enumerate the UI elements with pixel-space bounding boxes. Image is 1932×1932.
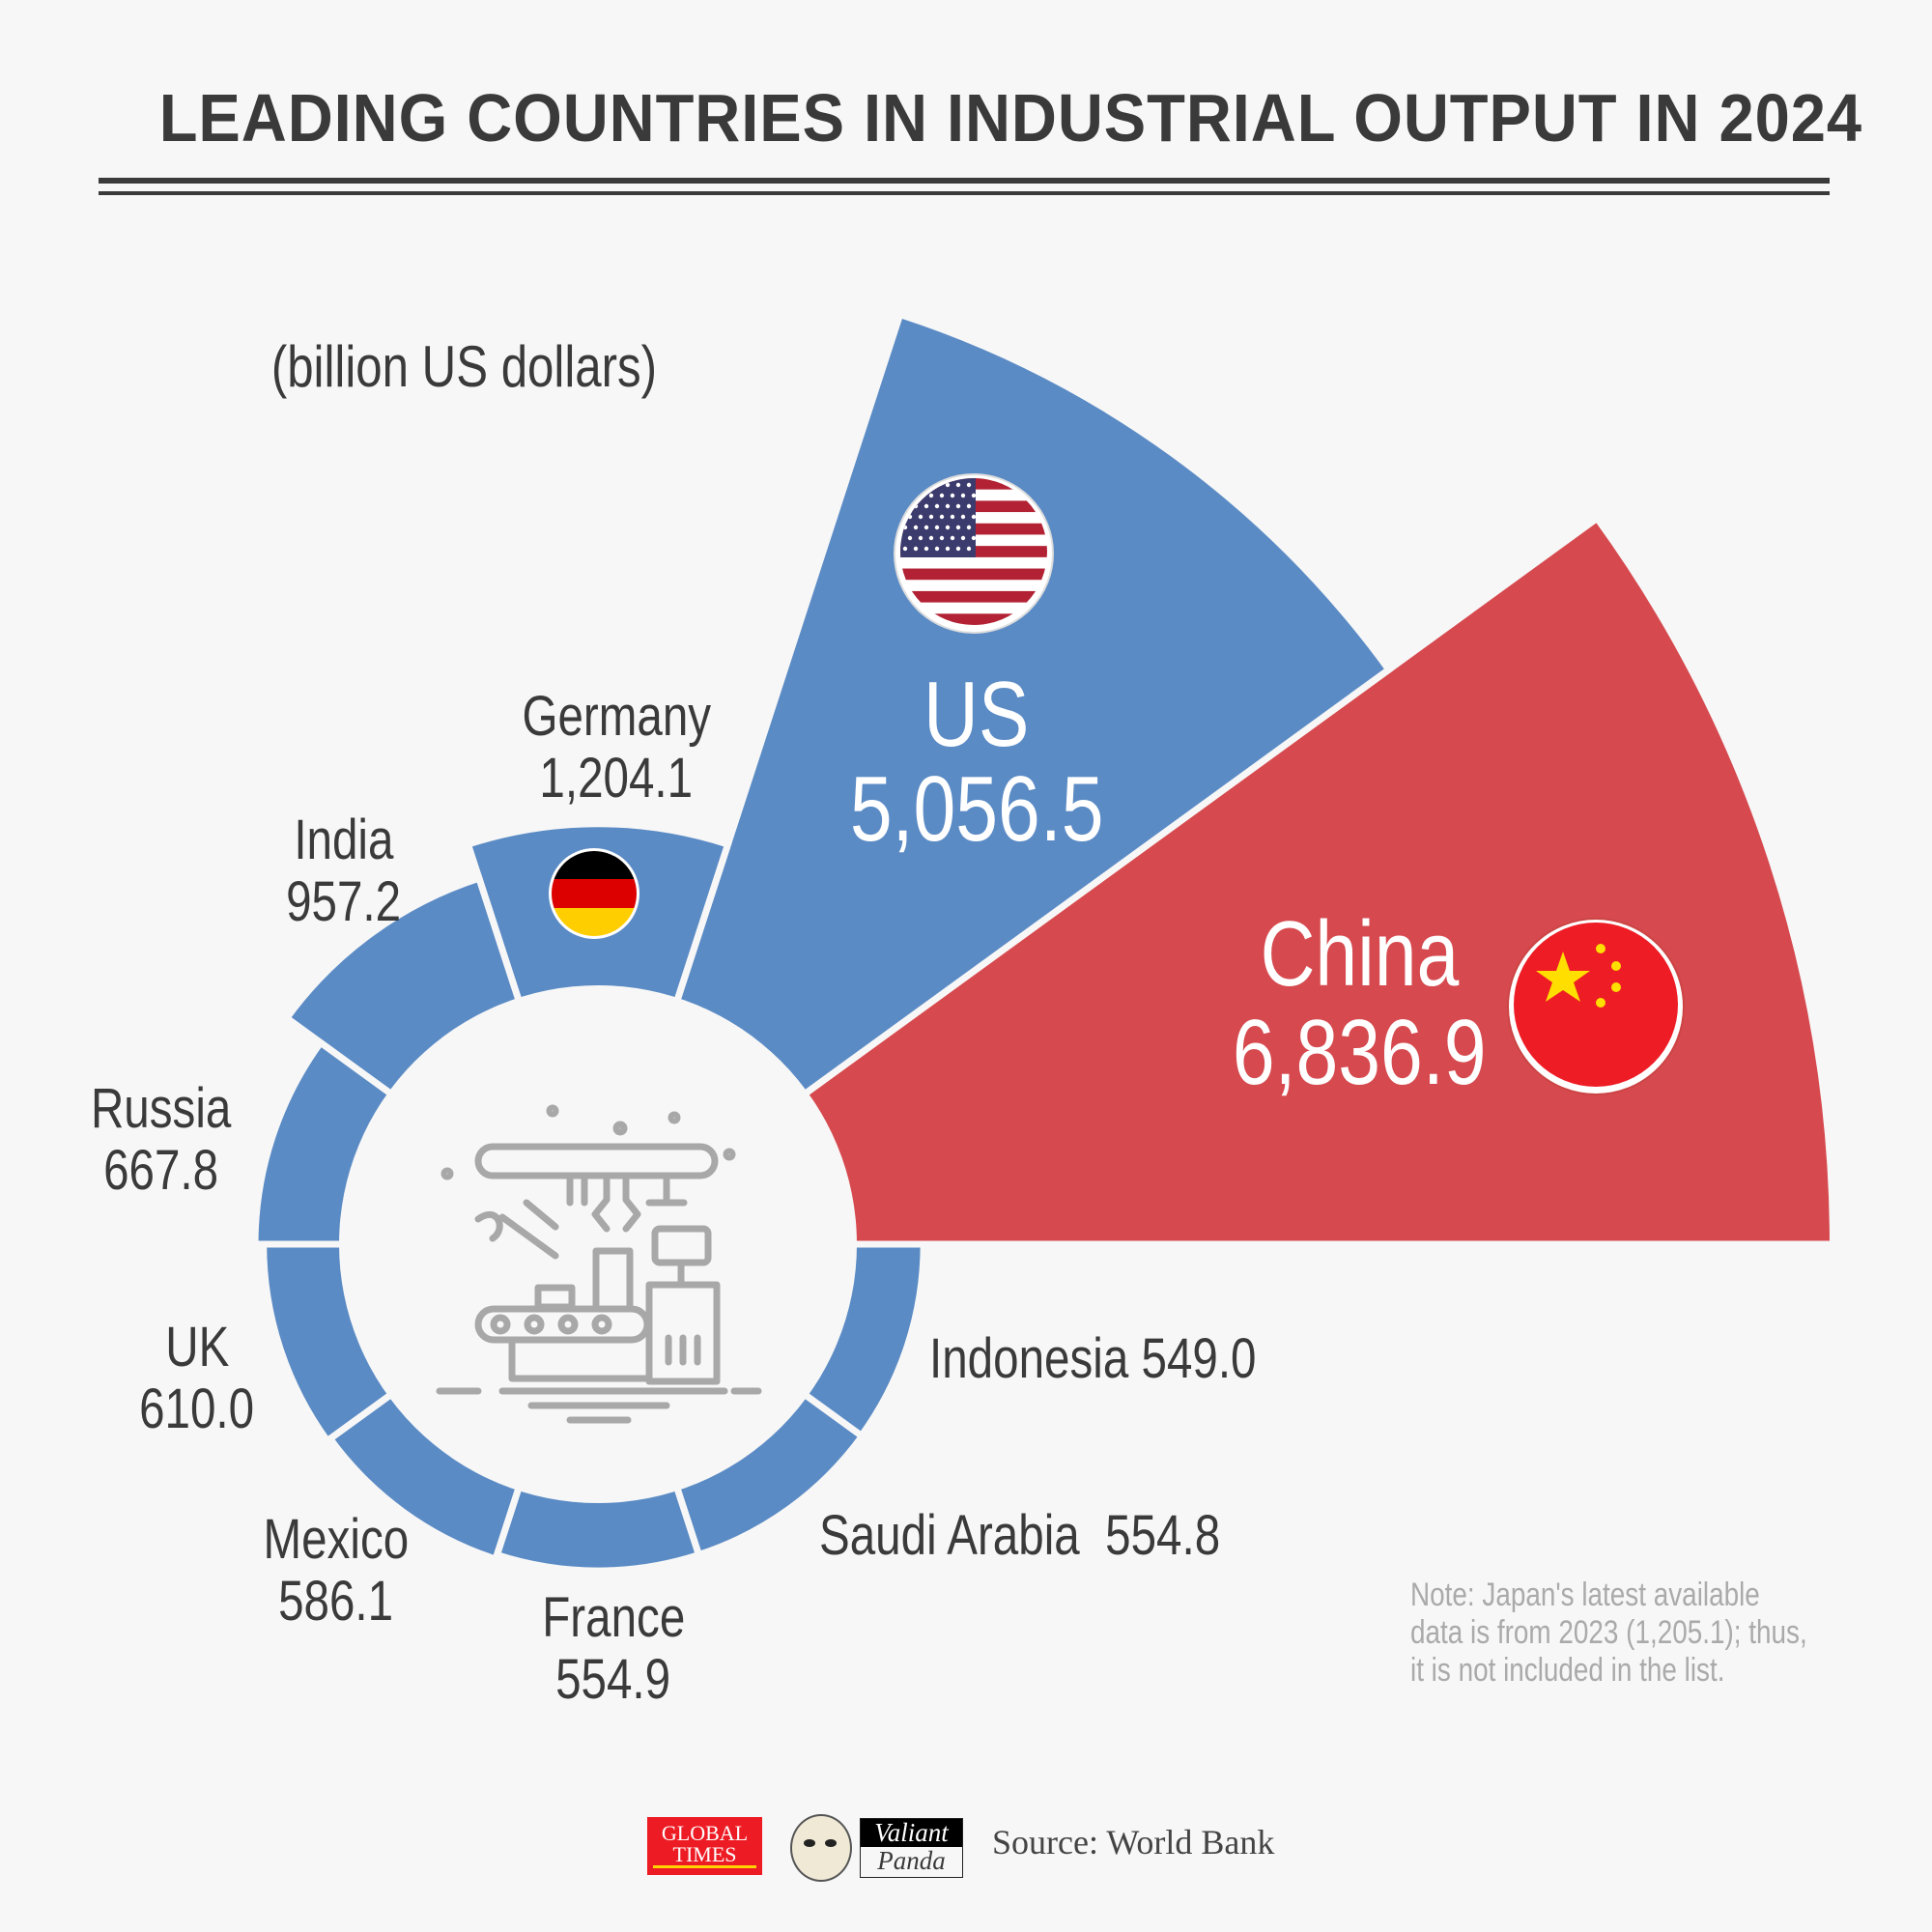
label-mexico: Mexico 586.1 [263,1508,410,1633]
label-saudi-arabia: Saudi Arabia 554.8 [819,1504,1221,1567]
value-label: 554.9 [555,1648,671,1711]
label-uk: UK 610.0 [139,1316,255,1440]
note-line: it is not included in the list. [1410,1652,1725,1689]
label-indonesia: Indonesia 549.0 [929,1327,1257,1390]
us-flag-icon [894,473,1054,634]
label-us-name: US [923,663,1030,766]
label-germany: Germany 1,204.1 [522,685,711,810]
china-flag-icon [1507,918,1685,1095]
note-line: Note: Japan's latest available [1410,1577,1760,1613]
value-label: 957.2 [286,870,402,933]
label-china-name: China [1260,902,1459,1006]
footnote: Note: Japan's latest available data is f… [1410,1577,1807,1690]
note-line: data is from 2023 (1,205.1); thus, [1410,1614,1807,1651]
value-label: 549.0 [1141,1327,1257,1390]
value-label: 1,204.1 [539,747,694,810]
unit-label: (billion US dollars) [270,334,657,399]
value-label: 667.8 [103,1139,219,1202]
value-label: 610.0 [139,1378,255,1440]
title-rule-top [99,178,1830,184]
chart-title: LEADING COUNTRIES IN INDUSTRIAL OUTPUT I… [158,80,1863,156]
sector-us [591,310,1394,1254]
value-label: 6,836.9 [1232,1001,1487,1104]
germany-flag-icon [549,848,639,939]
center-circle [339,985,857,1503]
label-russia: Russia 667.8 [91,1077,232,1202]
label-china-value: 6,836.9 [1069,1005,1649,1101]
value-label: 554.8 [1105,1504,1221,1567]
title-rule-bottom [99,191,1830,195]
factory-conveyor-icon [436,1104,762,1424]
global-times-logo: GLOBAL TIMES [647,1817,762,1875]
label-india: India 957.2 [286,809,402,933]
label-france: France 554.9 [541,1586,686,1711]
sector-china [587,513,1836,1248]
value-label: 586.1 [278,1570,394,1633]
valiant-panda-logo: Valiant Panda [860,1818,963,1878]
value-label: 5,056.5 [849,757,1104,861]
panda-mascot-icon [790,1814,852,1882]
source-label: Source: World Bank [992,1823,1275,1861]
label-us-value: 5,056.5 [687,761,1266,858]
